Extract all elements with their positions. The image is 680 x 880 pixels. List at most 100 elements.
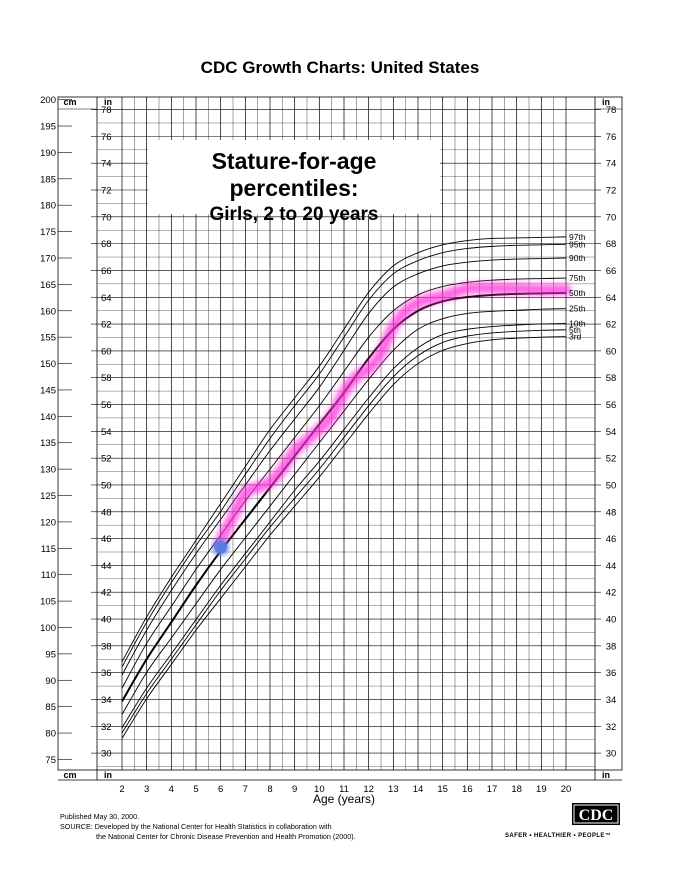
inch-tick-label-right: 34 — [606, 695, 617, 706]
percentile-curve-90th — [121, 257, 567, 676]
x-tick-label: 16 — [462, 784, 473, 795]
cm-tick-label: 155 — [40, 333, 56, 344]
percentile-curve-75th — [121, 277, 567, 689]
chart-frame — [57, 96, 623, 771]
inch-tick-label-left: 66 — [101, 266, 112, 277]
cm-tick-label: 140 — [40, 412, 56, 423]
inch-tick-label-right: 58 — [606, 373, 617, 384]
published-note: Published May 30, 2000. — [60, 812, 140, 821]
inch-tick-label-right: 66 — [606, 266, 617, 277]
inch-tick-label-left: 60 — [101, 346, 112, 357]
percentile-label-97th: 97th — [569, 232, 586, 242]
inch-tick-label-left: 70 — [101, 212, 112, 223]
x-tick-label: 3 — [144, 784, 149, 795]
cm-tick-label: 160 — [40, 306, 56, 317]
inch-tick-label-right: 42 — [606, 588, 617, 599]
cm-tick-label: 145 — [40, 385, 56, 396]
inch-tick-label-left: 64 — [101, 293, 112, 304]
inch-tick-label-left: 52 — [101, 454, 112, 465]
x-tick-label: 9 — [292, 784, 297, 795]
inch-tick-label-right: 32 — [606, 722, 617, 733]
marked-point-core — [214, 540, 228, 554]
percentile-curve-97th — [121, 236, 567, 663]
x-tick-label: 12 — [363, 784, 374, 795]
cm-tick-label: 185 — [40, 174, 56, 185]
percentile-label-75th: 75th — [569, 273, 586, 283]
highlight-trajectory — [215, 282, 572, 546]
inch-tick-label-right: 72 — [606, 186, 617, 197]
inch-tick-label-left: 50 — [101, 480, 112, 491]
inch-tick-label-right: 36 — [606, 668, 617, 679]
inch-tick-label-right: 76 — [606, 132, 617, 143]
inch-unit-label-top-left: in — [104, 97, 112, 107]
cm-unit-label-top: cm — [63, 97, 76, 107]
logo-text: CDC — [579, 807, 614, 824]
inch-tick-label-right: 40 — [606, 615, 617, 626]
inch-tick-label-left: 46 — [101, 534, 112, 545]
inch-tick-label-left: 68 — [101, 239, 112, 250]
percentile-label-10th: 10th — [569, 318, 586, 328]
inch-tick-label-left: 32 — [101, 722, 112, 733]
percentile-label-5th: 5th — [569, 325, 581, 335]
cm-tick-label: 200 — [40, 95, 56, 106]
cm-tick-label: 105 — [40, 597, 56, 608]
cm-tick-label: 125 — [40, 491, 56, 502]
percentile-curve-25th — [121, 308, 567, 715]
inch-unit-label-bottom-left: in — [104, 770, 112, 780]
cm-tick-label: 165 — [40, 280, 56, 291]
inch-unit-label-bottom-right: in — [602, 770, 610, 780]
inch-tick-label-left: 62 — [101, 320, 112, 331]
cm-tick-label: 100 — [40, 623, 56, 634]
inch-tick-label-left: 78 — [101, 105, 112, 116]
x-tick-label: 15 — [437, 784, 448, 795]
cm-tick-label: 180 — [40, 201, 56, 212]
percentile-curve-3rd — [121, 336, 567, 739]
inch-tick-label-right: 62 — [606, 320, 617, 331]
inch-tick-label-left: 44 — [101, 561, 112, 572]
inch-tick-label-right: 68 — [606, 239, 617, 250]
axis-labels: 7580859095100105110115120125130135140145… — [40, 95, 616, 806]
x-tick-label: 17 — [487, 784, 498, 795]
footer: Published May 30, 2000. SOURCE: Develope… — [60, 812, 356, 842]
inch-tick-label-left: 34 — [101, 695, 112, 706]
x-tick-label: 7 — [243, 784, 248, 795]
source-note-line2: the National Center for Chronic Disease … — [96, 832, 356, 841]
inch-tick-label-right: 70 — [606, 212, 617, 223]
inch-tick-label-right: 38 — [606, 641, 617, 652]
inch-unit-label-top-right: in — [602, 97, 610, 107]
x-tick-label: 4 — [169, 784, 174, 795]
axes — [57, 96, 623, 781]
cm-tick-label: 170 — [40, 253, 56, 264]
x-tick-label: 19 — [536, 784, 547, 795]
chart-title: Stature-for-age percentiles: Girls, 2 to… — [148, 140, 440, 225]
source-note-line1: SOURCE: Developed by the National Center… — [60, 822, 332, 831]
percentile-label-90th: 90th — [569, 253, 586, 263]
inch-tick-label-right: 56 — [606, 400, 617, 411]
cm-tick-label: 110 — [41, 570, 56, 581]
chart-title-line2: Girls, 2 to 20 years — [209, 204, 379, 225]
inch-tick-label-right: 50 — [606, 480, 617, 491]
inch-tick-label-left: 40 — [101, 615, 112, 626]
inch-tick-label-right: 74 — [606, 159, 617, 170]
cm-tick-label: 130 — [40, 465, 56, 476]
chart-title-line1: Stature-for-age percentiles: — [211, 148, 377, 201]
inch-tick-label-left: 42 — [101, 588, 112, 599]
inch-tick-label-left: 38 — [101, 641, 112, 652]
percentile-label-25th: 25th — [569, 304, 586, 314]
inch-tick-label-left: 48 — [101, 507, 112, 518]
x-tick-label: 14 — [413, 784, 424, 795]
inch-tick-label-right: 64 — [606, 293, 617, 304]
cm-tick-label: 95 — [45, 649, 56, 660]
x-tick-label: 5 — [193, 784, 198, 795]
inch-tick-label-right: 52 — [606, 454, 617, 465]
inch-tick-label-right: 54 — [606, 427, 617, 438]
cm-tick-label: 150 — [40, 359, 56, 370]
inch-tick-label-left: 76 — [101, 132, 112, 143]
cm-tick-label: 175 — [40, 227, 56, 238]
cm-tick-label: 80 — [45, 729, 56, 740]
cm-tick-label: 75 — [45, 755, 56, 766]
x-tick-label: 10 — [314, 784, 325, 795]
x-tick-label: 11 — [339, 784, 349, 795]
percentile-label-50th: 50th — [569, 288, 586, 298]
